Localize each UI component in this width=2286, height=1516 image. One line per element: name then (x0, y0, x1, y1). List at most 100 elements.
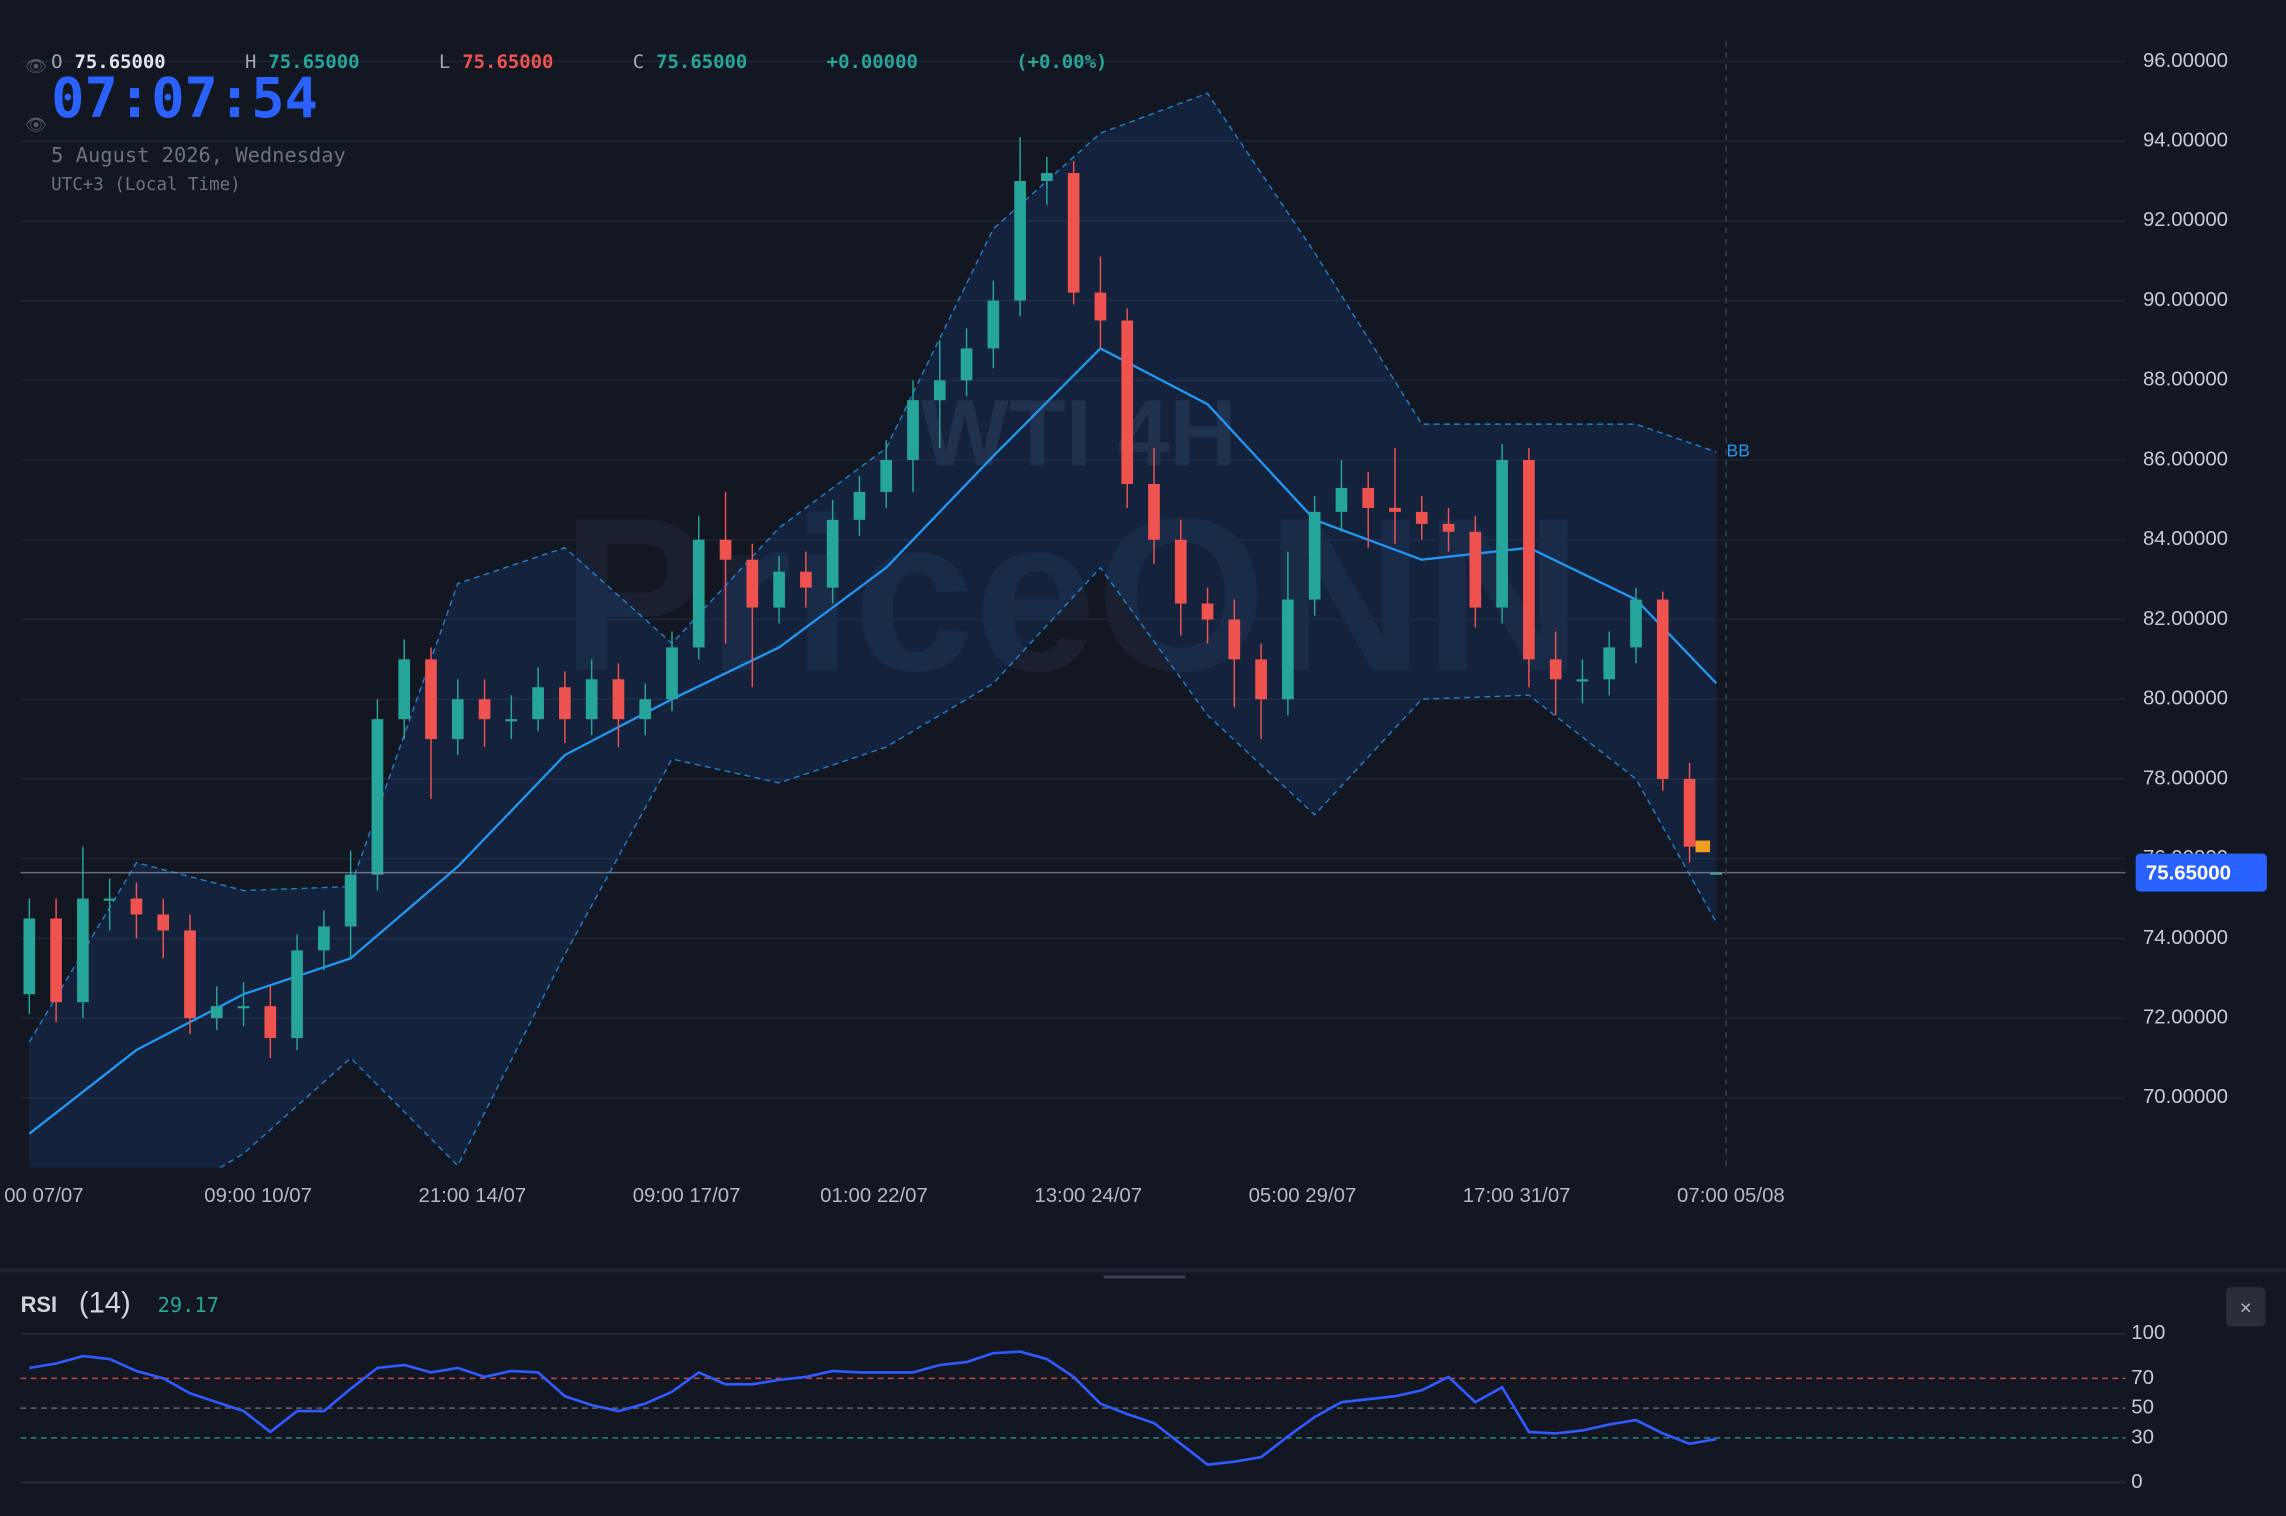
ohlc-value: 75.65000 (268, 51, 359, 73)
x-tick-label: 07:00 05/08 (1677, 1185, 1785, 1207)
y-tick-label: 82.00000 (2143, 608, 2228, 630)
candle-body (1630, 599, 1642, 648)
candle-body (1523, 460, 1535, 660)
change: +0.00000 (827, 51, 918, 73)
y-tick-label: 92.00000 (2143, 209, 2228, 231)
candle-body (692, 539, 705, 648)
candle-body (987, 300, 1000, 349)
candle-body (371, 719, 384, 875)
candle-body (1255, 659, 1267, 700)
candle-body (933, 380, 946, 401)
candle-body (184, 930, 196, 1019)
rsi-line (29, 1350, 1717, 1466)
y-tick-label: 88.00000 (2143, 369, 2228, 391)
y-tick-label: 90.00000 (2143, 289, 2228, 311)
candle-body (157, 914, 170, 931)
candle-body (960, 348, 973, 381)
change-pct: (+0.00%) (1016, 51, 1107, 73)
clock: 07:07:54 (51, 67, 318, 131)
candle-body (1496, 460, 1508, 608)
candle-body (800, 571, 812, 588)
ohlc-label: O (51, 51, 62, 73)
candle-body (210, 1006, 223, 1019)
y-tick-label: 72.00000 (2143, 1007, 2228, 1029)
candle-body (237, 1006, 250, 1009)
candle-body (50, 918, 62, 1003)
ohlc-value: 75.65000 (75, 51, 166, 73)
candle-body (639, 699, 652, 720)
x-tick-label: 09:00 10/07 (204, 1185, 312, 1207)
candle-body (1067, 173, 1080, 293)
candle-body (1335, 487, 1348, 512)
candle-body (1228, 619, 1241, 660)
candle-body (773, 571, 785, 608)
axes: 96.00000 94.00000 92.00000 90.00000 88.00000… (4, 50, 2228, 1207)
candle-body (907, 400, 919, 461)
eye-icon[interactable]: 👁 (25, 57, 47, 77)
price-tag (2135, 853, 2267, 892)
candle-body (1201, 603, 1214, 620)
resize-handle[interactable] (1103, 1275, 1186, 1279)
candle-body (1442, 523, 1455, 532)
close-icon[interactable]: × (2240, 1297, 2252, 1319)
timezone: UTC+3 (Local Time) (51, 175, 240, 195)
candle-body (880, 460, 893, 492)
candle-body (1174, 539, 1187, 604)
candle-body (1308, 511, 1321, 600)
candle-body (1282, 599, 1294, 700)
candle-body (612, 679, 625, 720)
x-tick-label: 13:00 24/07 (1034, 1185, 1142, 1207)
rsi-tick-label: 50 (2131, 1397, 2154, 1419)
y-tick-label: 96.00000 (2143, 50, 2228, 72)
candle-body (451, 699, 464, 740)
x-tick-label: 17:00 31/07 (1463, 1185, 1571, 1207)
candle-body (666, 647, 678, 700)
candle-body (505, 719, 518, 722)
candle-body (1656, 599, 1669, 779)
candle-body (1683, 778, 1696, 847)
x-tick-label: 21:00 14/07 (418, 1185, 526, 1207)
x-tick-label: 05:00 29/07 (1249, 1185, 1357, 1207)
ohlc-label: C (633, 51, 644, 73)
candle-body (1469, 531, 1482, 608)
y-tick-label: 94.00000 (2143, 130, 2228, 152)
ohlc-label: L (439, 51, 450, 73)
price-tag-label: 75.65000 (2146, 862, 2231, 884)
rsi-last-value: 29.17 (158, 1293, 219, 1317)
candle-body (826, 519, 839, 588)
ohlc-value: 75.65000 (656, 51, 747, 73)
eye-icon[interactable]: 👁 (25, 115, 47, 135)
rsi-title: RSI (21, 1292, 57, 1317)
watermark-brand: PriceONN (561, 473, 1582, 717)
pane-separator[interactable] (0, 1268, 2286, 1273)
candle-body (1415, 511, 1428, 524)
candle-body (585, 679, 598, 720)
candle-body (425, 659, 437, 740)
bb-fill (29, 93, 1717, 1168)
y-tick-label: 84.00000 (2143, 528, 2228, 550)
price-pane: PriceONNWTI 4H BB (20, 92, 2126, 1168)
candle-body (130, 898, 143, 915)
y-tick-label: 86.00000 (2143, 448, 2228, 470)
candle-body (1389, 507, 1401, 512)
rsi-period: (14) (79, 1287, 131, 1319)
candle-body (559, 687, 571, 720)
rsi-tick-label: 0 (2131, 1471, 2142, 1493)
candle-body (1014, 180, 1026, 301)
candle-body (77, 898, 89, 1003)
x-tick-label: 00 07/07 (4, 1185, 83, 1207)
rsi-tick-label: 70 (2131, 1367, 2154, 1389)
candle-body (103, 898, 116, 901)
close-button[interactable] (2226, 1287, 2266, 1327)
candle-body (746, 559, 759, 608)
bb-upper (28, 92, 1717, 1043)
candle-body (1603, 647, 1616, 680)
y-tick-label: 74.00000 (2143, 927, 2228, 949)
candle-body (853, 491, 866, 520)
candle-body (532, 687, 544, 720)
candle-body (398, 659, 411, 720)
candle-body (1148, 483, 1160, 540)
candle-body (344, 874, 357, 927)
y-tick-label: 70.00000 (2143, 1086, 2228, 1108)
bb-middle (28, 346, 1718, 1135)
